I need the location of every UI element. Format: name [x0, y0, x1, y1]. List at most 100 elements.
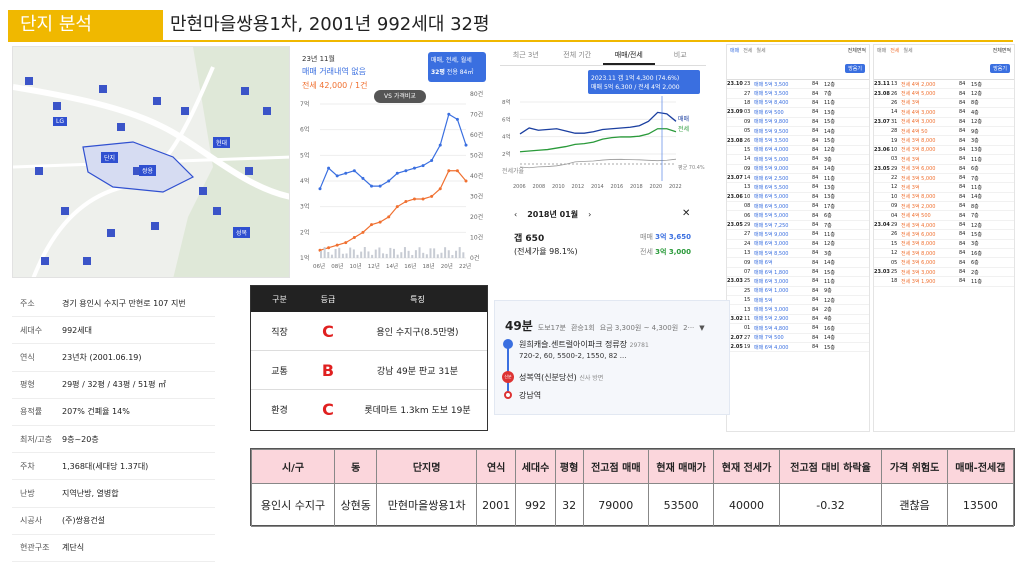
transaction-row[interactable]: 26 전세 3억 84 8층 [874, 99, 1014, 109]
transaction-row[interactable]: 10 전세 3억 8,000 84 14층 [874, 193, 1014, 203]
transaction-row[interactable]: 23.03 25 전세 3억 3,000 84 2층 [874, 268, 1014, 278]
transaction-row[interactable]: 14 매매 5억 5,000 84 3층 [727, 155, 869, 165]
tab-trade-jeonse[interactable]: 매매/전세 [603, 50, 655, 65]
transaction-row[interactable]: 03 전세 3억 84 11층 [874, 155, 1014, 165]
transaction-row[interactable]: 23.05 29 매매 5억 7,250 84 7층 [727, 221, 869, 231]
map-label-hyundai[interactable]: 현대 [213, 137, 231, 148]
transaction-row[interactable]: 15 전세 3억 8,000 84 3층 [874, 240, 1014, 250]
tab-trade[interactable]: 매매 [730, 48, 740, 54]
tab-jeonse[interactable]: 전세 [890, 48, 900, 54]
tx-floor: 7층 [971, 175, 979, 182]
volume-bar [451, 254, 454, 258]
transaction-row[interactable]: 25 매매 6억 1,000 84 9층 [727, 287, 869, 296]
transaction-row[interactable]: 13 매매 6억 5,500 84 13층 [727, 183, 869, 193]
volume-bar [327, 252, 330, 258]
info-key: 평형 [20, 380, 35, 390]
prev-month-icon[interactable]: ‹ [514, 210, 518, 219]
tx-month: 23.08 [727, 137, 743, 144]
transaction-row[interactable]: 15 매매 6억 4,000 84 12층 [727, 146, 869, 156]
transaction-row[interactable]: 19 전세 3억 8,000 84 3층 [874, 136, 1014, 146]
transaction-row[interactable]: 09 매매 5억 9,000 84 14층 [727, 165, 869, 174]
tx-action-button[interactable]: 방음기 [990, 64, 1010, 73]
transaction-row[interactable]: 09 매매 6억 84 14층 [727, 258, 869, 268]
tab-wolse[interactable]: 월세 [756, 48, 766, 54]
data-point [335, 174, 339, 178]
volume-bar [418, 247, 421, 258]
tab-wolse[interactable]: 월세 [903, 48, 913, 54]
tx-day: 29 [891, 165, 898, 172]
transaction-row[interactable]: 01 매매 5억 4,800 84 16층 [727, 324, 869, 334]
tx-floor: 15층 [971, 231, 982, 238]
transaction-row[interactable]: 23.05 29 전세 3억 6,000 84 6층 [874, 165, 1014, 174]
tx-area: 84 [959, 156, 966, 163]
transaction-row[interactable]: 04 전세 4억 500 84 7층 [874, 211, 1014, 221]
transaction-row[interactable]: 23.10 23 매매 5억 3,500 84 12층 [727, 80, 869, 90]
summary-header-cell: 전고점 대비 하락율 [778, 449, 883, 484]
tab-compare[interactable]: 비교 [673, 51, 687, 59]
complex-map[interactable]: 단지 쌍용 LG 현대 성복 [12, 46, 290, 278]
jeonse-summary: 전세 3억 3,000 [640, 247, 691, 257]
transaction-row[interactable]: 12 전세 3억 84 11층 [874, 183, 1014, 193]
type-filter-dropdown[interactable]: 매매, 전세, 월세 32평 전용 84㎡ [428, 52, 486, 82]
close-icon[interactable]: ✕ [682, 208, 691, 219]
transaction-row[interactable]: 22.05 19 매매 6억 4,000 84 15층 [727, 343, 869, 353]
tab-jeonse[interactable]: 전세 [743, 48, 753, 54]
transaction-row[interactable]: 09 매매 5억 9,800 84 15층 [727, 118, 869, 127]
transaction-row[interactable]: 05 전세 3억 6,000 84 6층 [874, 258, 1014, 268]
transaction-row[interactable]: 27 매매 5억 9,000 84 11층 [727, 230, 869, 240]
tab-all-period[interactable]: 전체 기간 [563, 51, 592, 59]
tx-day: 14 [891, 109, 898, 116]
map-label-lg[interactable]: LG [53, 117, 67, 126]
transaction-row[interactable]: 23.07 31 전세 4억 3,000 84 12층 [874, 118, 1014, 127]
transaction-row[interactable]: 18 전세 3억 1,900 84 11층 [874, 277, 1014, 287]
sort-select[interactable]: 전체면적 [847, 48, 866, 54]
transaction-row[interactable]: 23.02 11 매매 5억 2,900 84 4층 [727, 315, 869, 325]
tx-day: 10 [891, 193, 898, 200]
grade-description: 용인 수지구(8.5만명) [376, 327, 459, 338]
transaction-row[interactable]: 24 매매 6억 3,000 84 12층 [727, 240, 869, 250]
map-label-ssangyong[interactable]: 쌍용 [139, 165, 157, 176]
transaction-row[interactable]: 07 매매 6억 1,800 84 15층 [727, 268, 869, 278]
transaction-row[interactable]: 23.08 26 전세 4억 5,000 84 12층 [874, 89, 1014, 99]
map-label-complex[interactable]: 단지 [101, 152, 119, 163]
transaction-row[interactable]: 22 전세 3억 5,000 84 7층 [874, 174, 1014, 184]
transaction-row[interactable]: 23.07 14 매매 6억 2,500 84 11층 [727, 174, 869, 184]
transit-route-card[interactable]: 49분 도보17분 환승1회 요금 3,300원 ~ 4,300원 2··· ▼… [494, 300, 730, 415]
transaction-row[interactable]: 23.06 10 전세 3억 8,000 84 13층 [874, 146, 1014, 156]
transaction-row[interactable]: 18 매매 5억 8,400 84 11층 [727, 99, 869, 109]
tx-floor: 2층 [824, 307, 832, 314]
jeonse-value: 3억 3,000 [655, 248, 692, 256]
transaction-row[interactable]: 22.07 27 매매 7억 500 84 14층 [727, 334, 869, 343]
transaction-row[interactable]: 14 전세 4억 3,000 84 4층 [874, 108, 1014, 118]
data-point [455, 117, 459, 121]
transaction-row[interactable]: 06 매매 5억 5,000 84 6층 [727, 211, 869, 221]
transaction-row[interactable]: 05 매매 5억 9,500 84 14층 [727, 127, 869, 137]
transaction-row[interactable]: 26 전세 3억 6,000 84 15층 [874, 230, 1014, 240]
transaction-row[interactable]: 13 매매 5억 8,500 84 3층 [727, 249, 869, 259]
tab-recent-3y[interactable]: 최근 3년 [512, 51, 539, 59]
vs-compare-button[interactable]: VS 가격비교 [374, 90, 426, 103]
transaction-row[interactable]: 23.09 03 매매 6억 500 84 13층 [727, 108, 869, 118]
grade-category: 환경 [271, 406, 288, 416]
tx-day: 31 [891, 118, 898, 125]
chevron-down-icon[interactable]: ▼ [699, 324, 705, 332]
tx-price: 전세 3억 4,000 [901, 222, 936, 229]
tab-trade[interactable]: 매매 [877, 48, 887, 54]
map-label-seongbok[interactable]: 성복 [233, 227, 251, 238]
transaction-row[interactable]: 27 매매 5억 3,500 84 7층 [727, 89, 869, 99]
next-month-icon[interactable]: › [588, 210, 592, 219]
transaction-row[interactable]: 15 매매 5억 84 12층 [727, 296, 869, 306]
tx-action-button[interactable]: 방음기 [845, 64, 865, 73]
sort-select[interactable]: 전체면적 [992, 48, 1011, 54]
transaction-row[interactable]: 12 전세 3억 8,000 84 16층 [874, 249, 1014, 259]
tx-rows-left: 23.10 23 매매 5억 3,500 84 12층 27 매매 5억 3,500 84 7층… [727, 80, 869, 353]
transaction-row[interactable]: 23.03 25 매매 6억 3,000 84 11층 [727, 277, 869, 287]
transaction-row[interactable]: 23.11 13 전세 4억 2,000 84 15층 [874, 80, 1014, 90]
transaction-row[interactable]: 23.06 10 매매 6억 5,000 84 13층 [727, 193, 869, 203]
transaction-row[interactable]: 09 전세 3억 2,000 84 8층 [874, 202, 1014, 212]
transaction-row[interactable]: 28 전세 4억 50 84 9층 [874, 127, 1014, 137]
transaction-row[interactable]: 13 매매 5억 3,000 84 2층 [727, 305, 869, 315]
transaction-row[interactable]: 08 매매 6억 5,000 84 17층 [727, 202, 869, 212]
transaction-row[interactable]: 23.04 29 전세 3억 4,000 84 12층 [874, 221, 1014, 231]
transaction-row[interactable]: 23.08 26 매매 5억 3,500 84 15층 [727, 136, 869, 146]
